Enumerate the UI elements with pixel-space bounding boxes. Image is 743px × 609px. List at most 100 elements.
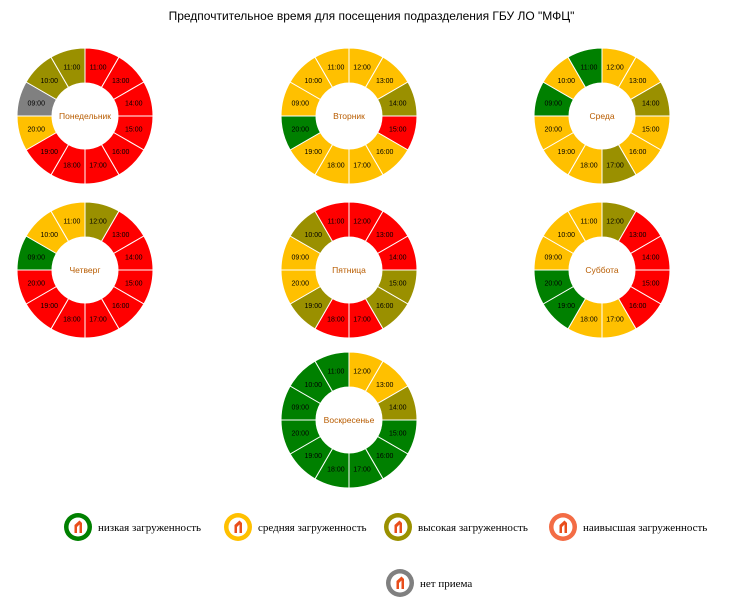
legend-label: наивысшая загруженность xyxy=(583,522,707,534)
segment-time-label: 16:00 xyxy=(112,149,130,156)
legend-label: высокая загруженность xyxy=(418,522,528,534)
segment-time-label: 11:00 xyxy=(580,65,597,72)
segment-time-label: 12:00 xyxy=(353,369,371,376)
segment-time-label: 18:00 xyxy=(580,316,598,323)
segment-time-label: 09:00 xyxy=(27,254,45,261)
donut-segment xyxy=(567,201,603,243)
legend-logo-mark-inner xyxy=(399,580,402,589)
legend-label: нет приема xyxy=(420,578,472,590)
segment-time-label: 19:00 xyxy=(558,303,576,310)
legend-logo-mark-inner xyxy=(562,524,565,533)
donut-charts-group: 11:00 13:00 14:00 15:00 16:00 17:00 18:00 19:00… xyxy=(16,47,671,489)
segment-time-label: 10:00 xyxy=(305,382,323,389)
segment-time-label: 14:00 xyxy=(389,404,407,411)
day-label: Суббота xyxy=(585,265,619,275)
segment-time-label: 09:00 xyxy=(544,254,562,261)
segment-time-label: 20:00 xyxy=(291,431,309,438)
segment-time-label: 10:00 xyxy=(41,78,59,85)
segment-time-label: 19:00 xyxy=(305,149,323,156)
segment-time-label: 15:00 xyxy=(642,127,660,134)
donut-segment xyxy=(50,47,86,89)
segment-time-label: 09:00 xyxy=(544,100,562,107)
donut-5: 12:00 13:00 14:00 15:00 16:00 17:00 18:00 19:00… xyxy=(280,201,418,339)
day-label: Среда xyxy=(589,111,614,121)
segment-time-label: 13:00 xyxy=(376,382,394,389)
segment-time-label: 18:00 xyxy=(63,316,81,323)
segment-time-label: 11:00 xyxy=(63,219,80,226)
segment-time-label: 12:00 xyxy=(353,65,371,72)
segment-time-label: 17:00 xyxy=(353,162,371,169)
donut-3: 12:00 13:00 14:00 15:00 16:00 17:00 18:00 19:00… xyxy=(533,47,671,185)
legend-logo-mark-inner xyxy=(397,524,400,533)
segment-time-label: 10:00 xyxy=(305,78,323,85)
segment-time-label: 12:00 xyxy=(89,219,107,226)
segment-time-label: 14:00 xyxy=(389,100,407,107)
segment-time-label: 16:00 xyxy=(376,303,394,310)
segment-time-label: 18:00 xyxy=(327,316,345,323)
segment-time-label: 17:00 xyxy=(606,316,624,323)
day-label: Понедельник xyxy=(59,111,111,121)
segment-time-label: 20:00 xyxy=(291,127,309,134)
segment-time-label: 17:00 xyxy=(89,162,107,169)
legend-item-closed: нет приема xyxy=(386,569,472,597)
segment-time-label: 10:00 xyxy=(41,232,59,239)
donut-7: 12:00 13:00 14:00 15:00 16:00 17:00 18:00 19:00… xyxy=(280,351,418,489)
segment-time-label: 16:00 xyxy=(629,303,647,310)
donut-1: 11:00 13:00 14:00 15:00 16:00 17:00 18:00 19:00… xyxy=(16,47,154,185)
segment-time-label: 15:00 xyxy=(125,281,143,288)
segment-time-label: 13:00 xyxy=(112,232,130,239)
segment-time-label: 19:00 xyxy=(41,303,59,310)
segment-time-label: 11:00 xyxy=(327,65,344,72)
segment-time-label: 14:00 xyxy=(642,254,660,261)
segment-time-label: 09:00 xyxy=(291,254,309,261)
segment-time-label: 12:00 xyxy=(606,65,624,72)
donut-2: 12:00 13:00 14:00 15:00 16:00 17:00 18:00 19:00… xyxy=(280,47,418,185)
segment-time-label: 18:00 xyxy=(327,162,345,169)
segment-time-label: 14:00 xyxy=(389,254,407,261)
day-label: Пятница xyxy=(332,265,366,275)
segment-time-label: 11:00 xyxy=(90,65,107,72)
segment-time-label: 15:00 xyxy=(389,281,407,288)
legend-logo-mark-inner xyxy=(77,524,80,533)
segment-time-label: 16:00 xyxy=(112,303,130,310)
legend-item-low: низкая загруженность xyxy=(64,513,201,541)
segment-time-label: 14:00 xyxy=(125,100,143,107)
segment-time-label: 15:00 xyxy=(389,127,407,134)
segment-time-label: 12:00 xyxy=(353,219,371,226)
donut-6: 12:00 13:00 14:00 15:00 16:00 17:00 18:00 19:00… xyxy=(533,201,671,339)
segment-time-label: 17:00 xyxy=(606,162,624,169)
segment-time-label: 13:00 xyxy=(629,78,647,85)
segment-time-label: 16:00 xyxy=(376,453,394,460)
segment-time-label: 14:00 xyxy=(125,254,143,261)
donut-segment xyxy=(50,201,86,243)
segment-time-label: 11:00 xyxy=(327,369,344,376)
segment-time-label: 19:00 xyxy=(41,149,59,156)
segment-time-label: 14:00 xyxy=(642,100,660,107)
donut-segment xyxy=(314,47,350,89)
segment-time-label: 17:00 xyxy=(89,316,107,323)
day-label: Воскресенье xyxy=(324,415,375,425)
donut-segment xyxy=(567,47,603,89)
legend-item-highest: наивысшая загруженность xyxy=(549,513,707,541)
segment-time-label: 12:00 xyxy=(606,219,624,226)
segment-time-label: 15:00 xyxy=(125,127,143,134)
legend-item-medium: средняя загруженность xyxy=(224,513,367,541)
segment-time-label: 13:00 xyxy=(376,232,394,239)
segment-time-label: 13:00 xyxy=(629,232,647,239)
segment-time-label: 15:00 xyxy=(642,281,660,288)
segment-time-label: 11:00 xyxy=(327,219,344,226)
segment-time-label: 11:00 xyxy=(63,65,80,72)
segment-time-label: 19:00 xyxy=(305,453,323,460)
segment-time-label: 13:00 xyxy=(112,78,130,85)
segment-time-label: 20:00 xyxy=(27,281,45,288)
segment-time-label: 18:00 xyxy=(580,162,598,169)
day-label: Вторник xyxy=(333,111,365,121)
segment-time-label: 16:00 xyxy=(376,149,394,156)
segment-time-label: 20:00 xyxy=(544,281,562,288)
segment-time-label: 11:00 xyxy=(580,219,597,226)
day-label: Четверг xyxy=(70,265,101,275)
segment-time-label: 19:00 xyxy=(558,149,576,156)
legend-label: средняя загруженность xyxy=(258,522,367,534)
legend-item-high: высокая загруженность xyxy=(384,513,528,541)
